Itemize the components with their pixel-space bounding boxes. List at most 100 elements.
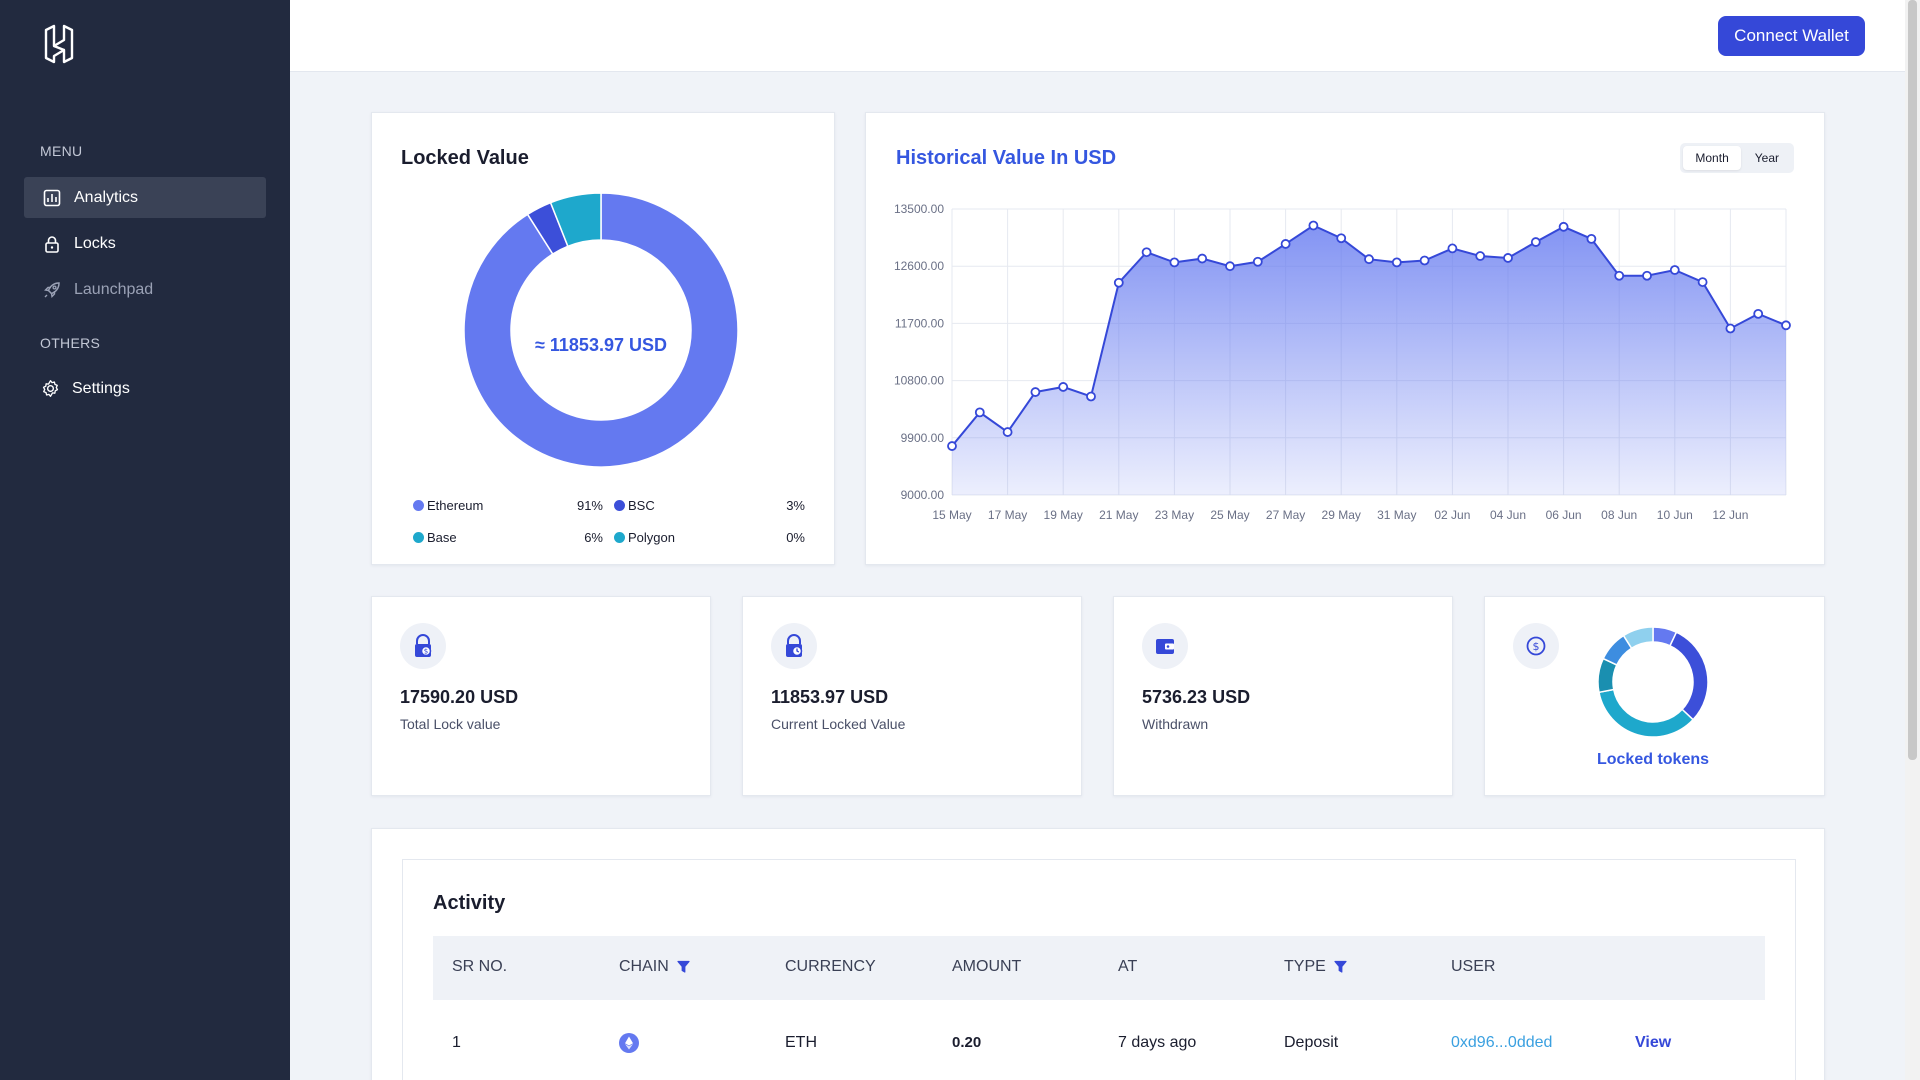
x-tick-label: 12 Jun xyxy=(1712,508,1748,522)
data-point[interactable] xyxy=(974,407,985,418)
stat-label: Total Lock value xyxy=(400,716,501,732)
legend-label: Base xyxy=(427,530,457,545)
gear-icon xyxy=(40,379,60,399)
toggle-month-button[interactable]: Month xyxy=(1683,146,1741,170)
period-toggle: Month Year xyxy=(1680,143,1794,173)
data-point[interactable] xyxy=(1419,255,1430,266)
data-point[interactable] xyxy=(1530,237,1541,247)
data-point[interactable] xyxy=(1002,427,1013,437)
connect-wallet-button[interactable]: Connect Wallet xyxy=(1718,16,1865,56)
token-slice[interactable] xyxy=(1598,688,1695,737)
data-point[interactable] xyxy=(1252,256,1263,267)
data-point[interactable] xyxy=(1225,261,1235,272)
stat-card-current-locked: 11853.97 USD Current Locked Value xyxy=(742,596,1082,796)
token-slice[interactable] xyxy=(1669,631,1708,721)
data-point[interactable] xyxy=(1753,308,1764,319)
toggle-year-button[interactable]: Year xyxy=(1743,146,1791,170)
ethereum-icon xyxy=(619,1033,639,1058)
data-point[interactable] xyxy=(1447,243,1458,254)
data-point[interactable] xyxy=(1503,253,1513,263)
lock-icon xyxy=(42,234,62,254)
data-point[interactable] xyxy=(1141,247,1152,258)
locked-tokens-card[interactable]: $ Locked tokens xyxy=(1484,596,1825,796)
data-point[interactable] xyxy=(1725,323,1736,334)
data-point[interactable] xyxy=(1197,253,1208,264)
data-point[interactable] xyxy=(1280,239,1291,249)
legend-dot xyxy=(413,500,424,511)
y-tick-label: 10800.00 xyxy=(894,374,944,388)
legend-pct: 6% xyxy=(584,530,603,545)
column-header-chain[interactable]: CHAIN xyxy=(619,958,690,976)
cell-amount: 0.20 xyxy=(952,1034,982,1051)
data-point[interactable] xyxy=(1697,277,1708,287)
cell-type: Deposit xyxy=(1284,1034,1339,1051)
legend-item-ethereum: Ethereum xyxy=(413,498,483,513)
app-logo-icon[interactable] xyxy=(42,24,76,64)
legend-pct: 3% xyxy=(786,498,805,513)
x-tick-label: 10 Jun xyxy=(1657,508,1693,522)
filter-icon[interactable] xyxy=(1334,960,1347,974)
pie-slice-base[interactable] xyxy=(549,193,602,248)
historical-value-card: Historical Value In USD Month Year 13500… xyxy=(865,112,1825,565)
x-tick-label: 25 May xyxy=(1210,508,1249,522)
sidebar-item-settings[interactable]: Settings xyxy=(24,368,266,409)
data-point[interactable] xyxy=(1308,220,1319,231)
stat-value: 17590.20 USD xyxy=(400,687,519,707)
topbar: Connect Wallet xyxy=(290,0,1905,72)
historical-area-chart: 13500.00 12600.00 11700.00 10800.00 9900.00 9… xyxy=(894,202,1791,522)
cell-at: 7 days ago xyxy=(1118,1034,1197,1051)
stat-label: Current Locked Value xyxy=(771,716,906,732)
y-tick-label: 9900.00 xyxy=(901,431,945,445)
x-tick-label: 15 May xyxy=(932,508,971,522)
legend-item-bsc: BSC xyxy=(614,498,655,513)
data-point[interactable] xyxy=(1169,257,1180,268)
data-point[interactable] xyxy=(1030,387,1041,397)
activity-table-header: SR NO. CHAIN CURRENCY AMOUNT AT TYPE USE… xyxy=(433,936,1765,1000)
data-point[interactable] xyxy=(1614,270,1625,281)
locked-tokens-label: Locked tokens xyxy=(1596,751,1710,768)
legend-pct: 91% xyxy=(576,498,603,513)
data-point[interactable] xyxy=(1586,233,1597,244)
view-link[interactable]: View xyxy=(1635,1034,1672,1051)
data-point[interactable] xyxy=(1642,270,1652,281)
chart-icon xyxy=(42,188,62,208)
filter-icon[interactable] xyxy=(677,960,690,974)
data-point[interactable] xyxy=(1113,277,1124,288)
legend-dot xyxy=(614,532,625,543)
user-address-link[interactable]: 0xd96...0dded xyxy=(1451,1034,1553,1051)
page-scrollbar[interactable] xyxy=(1905,0,1920,1080)
historical-title: Historical Value In USD xyxy=(896,147,1117,169)
legend-item-polygon: Polygon xyxy=(614,530,675,545)
data-point[interactable] xyxy=(1364,254,1374,265)
legend-label: Ethereum xyxy=(427,498,484,513)
pie-slice-ethereum[interactable] xyxy=(464,193,738,467)
data-point[interactable] xyxy=(1086,391,1096,402)
locked-value-donut xyxy=(464,193,738,467)
dollar-circle-icon: $ xyxy=(1513,623,1559,669)
others-heading: OTHERS xyxy=(40,335,101,351)
sidebar-item-locks[interactable]: Locks xyxy=(24,223,266,264)
svg-text:$: $ xyxy=(424,648,428,656)
sidebar-item-launchpad[interactable]: Launchpad xyxy=(24,269,266,310)
area-fill xyxy=(952,225,1786,495)
token-slice[interactable] xyxy=(1622,627,1654,650)
data-point[interactable] xyxy=(1475,251,1486,261)
data-point[interactable] xyxy=(1336,233,1347,244)
activity-title: Activity xyxy=(433,892,506,914)
data-point[interactable] xyxy=(947,441,957,451)
sidebar-item-label: Settings xyxy=(72,379,130,397)
data-point[interactable] xyxy=(1669,265,1680,275)
scrollbar-thumb[interactable] xyxy=(1908,0,1917,760)
data-point[interactable] xyxy=(1781,320,1791,331)
x-tick-label: 04 Jun xyxy=(1490,508,1526,522)
stat-value: 11853.97 USD xyxy=(771,687,889,707)
activity-card: Activity SR NO. CHAIN CURRENCY AMOUNT AT… xyxy=(371,828,1825,1080)
sidebar-item-label: Locks xyxy=(74,234,116,252)
sidebar-item-analytics[interactable]: Analytics xyxy=(24,177,266,218)
column-header-type[interactable]: TYPE xyxy=(1284,958,1347,976)
data-point[interactable] xyxy=(1391,257,1402,268)
legend-label: Polygon xyxy=(628,530,675,545)
data-point[interactable] xyxy=(1558,221,1569,232)
locked-value-card: Locked Value ≈ 11853.97 USD Ethereum 91%… xyxy=(371,112,835,565)
data-point[interactable] xyxy=(1058,382,1069,392)
